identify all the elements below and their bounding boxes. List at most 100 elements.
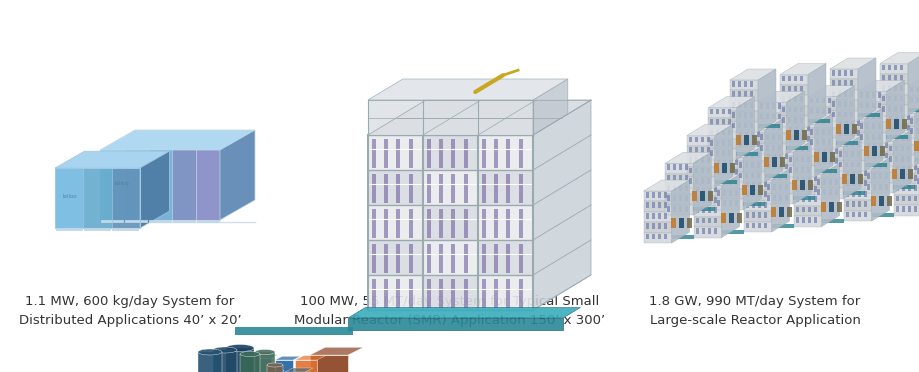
- Polygon shape: [828, 169, 832, 174]
- Polygon shape: [837, 112, 840, 117]
- Polygon shape: [749, 112, 752, 118]
- Polygon shape: [834, 179, 837, 185]
- Polygon shape: [886, 155, 913, 166]
- Polygon shape: [816, 179, 820, 185]
- Polygon shape: [451, 244, 455, 273]
- Polygon shape: [750, 162, 753, 168]
- Polygon shape: [700, 137, 703, 142]
- Polygon shape: [781, 96, 784, 102]
- Polygon shape: [663, 192, 666, 198]
- Polygon shape: [836, 150, 864, 161]
- Polygon shape: [901, 206, 903, 212]
- Polygon shape: [368, 240, 423, 275]
- Polygon shape: [743, 92, 746, 97]
- Polygon shape: [371, 174, 376, 203]
- Polygon shape: [371, 209, 376, 238]
- Polygon shape: [651, 192, 654, 198]
- Polygon shape: [795, 196, 798, 202]
- Polygon shape: [700, 157, 703, 163]
- Polygon shape: [100, 150, 220, 220]
- Polygon shape: [713, 197, 716, 203]
- Polygon shape: [736, 119, 782, 130]
- Polygon shape: [878, 113, 880, 119]
- Polygon shape: [645, 192, 648, 198]
- Polygon shape: [744, 162, 747, 168]
- Polygon shape: [857, 112, 885, 122]
- Polygon shape: [756, 131, 759, 137]
- Polygon shape: [310, 347, 363, 355]
- Polygon shape: [800, 196, 804, 202]
- Polygon shape: [685, 195, 687, 201]
- Polygon shape: [778, 164, 781, 169]
- Polygon shape: [781, 86, 784, 92]
- Polygon shape: [695, 197, 698, 203]
- Polygon shape: [760, 114, 763, 119]
- Polygon shape: [729, 111, 757, 122]
- Polygon shape: [645, 223, 648, 229]
- Polygon shape: [721, 140, 724, 146]
- Polygon shape: [829, 90, 857, 100]
- Polygon shape: [714, 147, 760, 158]
- Polygon shape: [708, 129, 735, 139]
- Polygon shape: [766, 145, 768, 151]
- Polygon shape: [857, 201, 859, 207]
- Polygon shape: [795, 176, 798, 181]
- Polygon shape: [887, 106, 890, 112]
- Polygon shape: [532, 79, 567, 135]
- Polygon shape: [864, 130, 910, 141]
- Polygon shape: [851, 180, 854, 186]
- Polygon shape: [867, 163, 869, 169]
- Polygon shape: [750, 141, 753, 147]
- Polygon shape: [907, 117, 919, 127]
- Polygon shape: [893, 85, 896, 91]
- Polygon shape: [777, 103, 780, 109]
- Polygon shape: [872, 153, 875, 158]
- Polygon shape: [717, 169, 720, 175]
- Polygon shape: [899, 106, 902, 112]
- Polygon shape: [757, 102, 786, 113]
- Polygon shape: [688, 168, 691, 173]
- Polygon shape: [843, 101, 846, 107]
- Polygon shape: [664, 174, 692, 184]
- Polygon shape: [694, 178, 697, 184]
- Polygon shape: [763, 212, 766, 218]
- Polygon shape: [906, 125, 909, 131]
- Polygon shape: [749, 92, 752, 97]
- Polygon shape: [738, 141, 741, 147]
- Polygon shape: [673, 164, 675, 170]
- Polygon shape: [907, 175, 910, 181]
- Polygon shape: [663, 202, 666, 208]
- Polygon shape: [368, 275, 423, 310]
- Polygon shape: [821, 152, 826, 162]
- Polygon shape: [879, 153, 881, 158]
- Polygon shape: [879, 184, 881, 190]
- Polygon shape: [721, 119, 724, 125]
- Polygon shape: [836, 140, 864, 150]
- Polygon shape: [729, 163, 734, 173]
- Polygon shape: [438, 174, 443, 203]
- Polygon shape: [843, 70, 846, 76]
- Polygon shape: [663, 213, 666, 219]
- Polygon shape: [899, 75, 902, 81]
- Polygon shape: [829, 79, 857, 90]
- Polygon shape: [863, 170, 866, 176]
- Polygon shape: [756, 222, 760, 228]
- Polygon shape: [255, 355, 278, 358]
- Polygon shape: [695, 207, 698, 213]
- Polygon shape: [884, 184, 887, 190]
- Polygon shape: [913, 158, 919, 162]
- Polygon shape: [744, 192, 748, 197]
- Polygon shape: [837, 70, 840, 76]
- Polygon shape: [757, 69, 775, 132]
- Polygon shape: [678, 206, 682, 212]
- Polygon shape: [829, 69, 857, 79]
- Polygon shape: [708, 150, 735, 160]
- Polygon shape: [845, 212, 847, 217]
- Polygon shape: [831, 91, 834, 96]
- Polygon shape: [884, 153, 887, 158]
- Polygon shape: [743, 169, 789, 180]
- Polygon shape: [906, 156, 909, 162]
- Polygon shape: [910, 87, 913, 93]
- Polygon shape: [738, 162, 741, 168]
- Polygon shape: [700, 147, 703, 153]
